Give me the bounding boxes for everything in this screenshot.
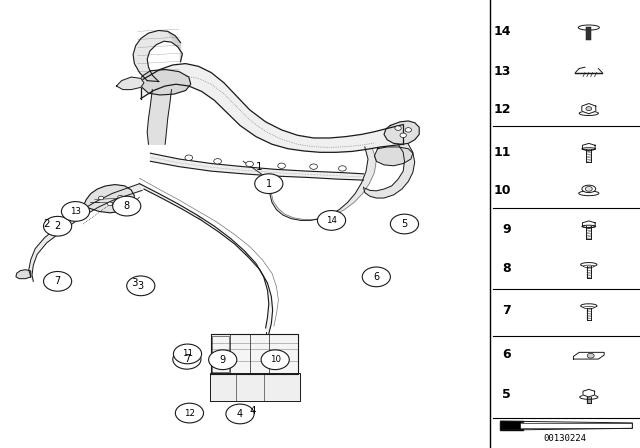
Text: 11: 11 [182, 349, 193, 358]
Text: 6: 6 [502, 348, 511, 362]
Circle shape [317, 211, 346, 230]
Text: 1: 1 [256, 162, 262, 172]
Ellipse shape [582, 225, 596, 228]
Ellipse shape [582, 148, 596, 150]
Polygon shape [500, 421, 523, 430]
Text: 5: 5 [401, 219, 408, 229]
Polygon shape [269, 147, 376, 220]
Polygon shape [133, 30, 182, 82]
Text: 4: 4 [237, 409, 243, 419]
Circle shape [209, 350, 237, 370]
Text: 13: 13 [493, 65, 511, 78]
Text: 7: 7 [54, 276, 61, 286]
Circle shape [588, 353, 594, 358]
Circle shape [261, 350, 289, 370]
Polygon shape [583, 389, 595, 397]
Ellipse shape [580, 395, 598, 399]
Text: 4: 4 [250, 406, 256, 416]
Ellipse shape [582, 185, 596, 193]
Circle shape [246, 161, 253, 167]
Polygon shape [140, 69, 191, 95]
Circle shape [175, 403, 204, 423]
Circle shape [390, 214, 419, 234]
Circle shape [173, 344, 202, 364]
Polygon shape [582, 143, 595, 151]
Polygon shape [141, 64, 403, 152]
Polygon shape [16, 270, 31, 279]
Circle shape [214, 159, 221, 164]
Text: 14: 14 [493, 25, 511, 38]
Text: 10: 10 [493, 184, 511, 197]
Polygon shape [140, 184, 273, 334]
Polygon shape [573, 352, 604, 359]
Polygon shape [147, 90, 172, 144]
Polygon shape [374, 147, 413, 166]
Text: 13: 13 [70, 207, 81, 216]
Polygon shape [150, 153, 364, 180]
Text: 7: 7 [502, 303, 511, 317]
Polygon shape [29, 184, 142, 281]
Text: 2: 2 [44, 219, 50, 229]
Text: 9: 9 [502, 223, 511, 237]
Polygon shape [582, 103, 596, 114]
Ellipse shape [579, 111, 598, 116]
Text: 00130224: 00130224 [543, 434, 587, 443]
Circle shape [310, 164, 317, 169]
Circle shape [400, 133, 406, 138]
Text: 3: 3 [138, 281, 144, 291]
Circle shape [185, 155, 193, 160]
Polygon shape [168, 31, 182, 62]
Polygon shape [116, 77, 144, 90]
Text: 7: 7 [184, 354, 190, 364]
Circle shape [586, 107, 592, 111]
Text: 14: 14 [326, 216, 337, 225]
Text: 8: 8 [124, 201, 130, 211]
Ellipse shape [584, 265, 594, 267]
Circle shape [99, 196, 104, 200]
Ellipse shape [584, 306, 594, 309]
Text: 10: 10 [269, 355, 281, 364]
Circle shape [339, 166, 346, 171]
Circle shape [61, 202, 90, 221]
Circle shape [395, 126, 401, 130]
Text: 12: 12 [184, 409, 195, 418]
Bar [586, 27, 591, 39]
Circle shape [113, 196, 141, 216]
Circle shape [405, 128, 412, 132]
Text: 8: 8 [502, 262, 511, 276]
Ellipse shape [579, 25, 600, 30]
Text: 12: 12 [493, 103, 511, 116]
Polygon shape [521, 423, 632, 428]
Text: 2: 2 [54, 221, 61, 231]
Text: 1: 1 [266, 179, 272, 189]
Polygon shape [211, 334, 298, 374]
Polygon shape [210, 373, 300, 401]
Circle shape [586, 186, 592, 191]
Text: 6: 6 [373, 272, 380, 282]
Ellipse shape [580, 304, 597, 308]
Circle shape [118, 195, 123, 199]
Ellipse shape [579, 191, 599, 196]
Circle shape [44, 216, 72, 236]
Text: 9: 9 [220, 355, 226, 365]
Polygon shape [582, 221, 595, 228]
Text: 3: 3 [131, 278, 138, 288]
Text: 11: 11 [493, 146, 511, 159]
Circle shape [226, 404, 254, 424]
Polygon shape [364, 144, 415, 198]
Circle shape [108, 202, 113, 206]
Circle shape [255, 174, 283, 194]
Text: 5: 5 [502, 388, 511, 401]
Circle shape [127, 276, 155, 296]
Circle shape [362, 267, 390, 287]
Ellipse shape [580, 263, 597, 267]
Circle shape [278, 163, 285, 168]
Circle shape [44, 271, 72, 291]
Polygon shape [83, 185, 134, 213]
Circle shape [173, 349, 201, 369]
Polygon shape [384, 121, 419, 144]
